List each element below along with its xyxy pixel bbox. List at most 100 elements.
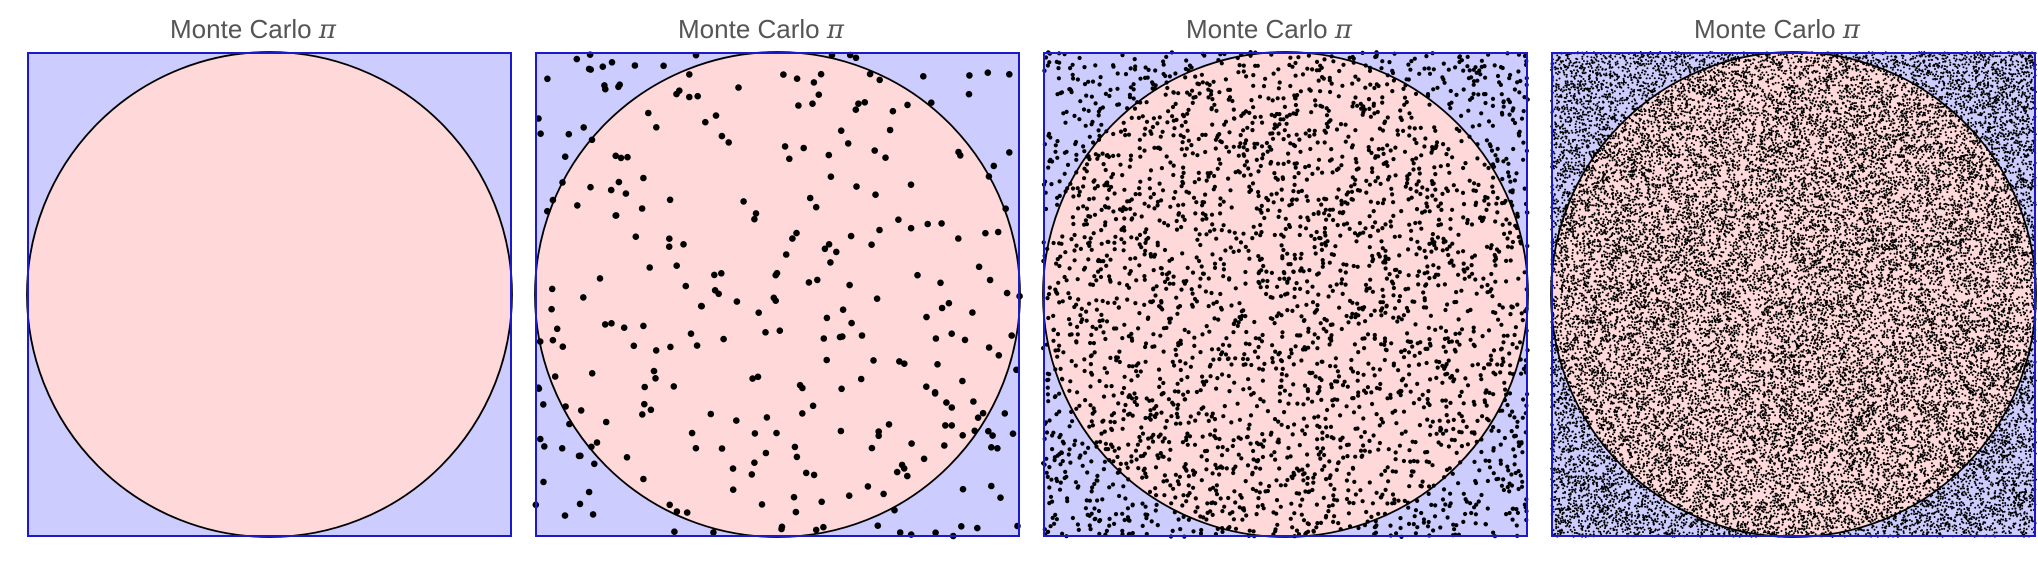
sample-point xyxy=(1834,442,1837,445)
sample-point xyxy=(1152,206,1157,211)
sample-point xyxy=(1515,424,1520,429)
sample-point xyxy=(1167,281,1172,286)
sample-point xyxy=(1058,462,1063,467)
sample-point xyxy=(1123,402,1128,408)
sample-point xyxy=(1692,72,1695,75)
sample-point xyxy=(1195,505,1200,510)
sample-point xyxy=(1337,305,1342,310)
sample-point xyxy=(1378,300,1383,305)
sample-point xyxy=(1173,189,1178,195)
sample-point xyxy=(1407,111,1412,116)
sample-point xyxy=(589,511,597,518)
sample-point xyxy=(1169,414,1174,419)
sample-point xyxy=(1325,407,1330,413)
sample-point xyxy=(1462,276,1467,281)
sample-point xyxy=(1668,127,1670,130)
sample-point xyxy=(1489,271,1494,277)
sample-point xyxy=(1312,236,1317,242)
sample-point xyxy=(1397,270,1402,275)
sample-point xyxy=(1298,286,1303,291)
sample-point xyxy=(1195,237,1200,242)
sample-point xyxy=(1775,354,1778,357)
sample-point xyxy=(1377,367,1382,372)
sample-point xyxy=(1265,278,1270,284)
sample-point xyxy=(666,235,673,242)
sample-point xyxy=(1423,255,1428,260)
sample-point xyxy=(1885,97,1888,100)
sample-point xyxy=(1474,70,1479,75)
sample-point xyxy=(1133,192,1138,197)
sample-point xyxy=(1200,132,1205,137)
sample-point xyxy=(1198,514,1203,519)
sample-point xyxy=(1127,92,1132,97)
sample-point xyxy=(1104,370,1110,375)
sample-point xyxy=(1421,520,1426,525)
sample-point xyxy=(1754,404,1757,407)
sample-point xyxy=(827,259,834,266)
sample-point xyxy=(1227,95,1233,100)
sample-point xyxy=(1364,178,1369,183)
sample-point xyxy=(1237,301,1242,306)
sample-point xyxy=(1298,215,1303,220)
sample-point xyxy=(1651,224,1654,227)
sample-point xyxy=(1137,263,1142,268)
sample-point xyxy=(1491,348,1497,353)
sample-point xyxy=(1885,93,1888,96)
sample-point xyxy=(1268,316,1273,321)
sample-point xyxy=(1437,418,1442,423)
sample-point xyxy=(1501,100,1506,105)
sample-point xyxy=(1149,435,1154,440)
chart-plot-3 xyxy=(1041,50,1530,539)
sample-point xyxy=(1143,359,1148,364)
sample-point xyxy=(1454,299,1459,305)
sample-point xyxy=(1244,138,1249,143)
sample-point xyxy=(1314,502,1319,507)
sample-point xyxy=(1446,67,1451,72)
sample-point xyxy=(1445,302,1450,307)
sample-point xyxy=(1084,309,1089,314)
sample-point xyxy=(1254,157,1259,162)
sample-point xyxy=(1848,156,1851,159)
sample-point xyxy=(1137,146,1142,151)
sample-point xyxy=(1142,252,1147,257)
sample-point xyxy=(1154,404,1159,409)
sample-point xyxy=(1498,370,1503,375)
sample-point xyxy=(1251,448,1256,454)
sample-point xyxy=(1926,339,1928,342)
sample-point xyxy=(934,361,941,368)
sample-point xyxy=(1763,116,1765,119)
sample-point xyxy=(1260,503,1265,508)
sample-point xyxy=(1150,299,1156,304)
sample-point xyxy=(1727,143,1730,145)
sample-point xyxy=(1354,239,1359,244)
sample-point xyxy=(1351,60,1356,65)
sample-point xyxy=(1166,397,1171,402)
sample-point xyxy=(1190,100,1195,105)
sample-point xyxy=(1389,341,1394,346)
sample-point xyxy=(1845,386,1848,389)
sample-point xyxy=(1130,531,1135,536)
sample-point xyxy=(792,508,800,516)
sample-point xyxy=(1082,82,1088,87)
sample-point xyxy=(1315,346,1320,351)
sample-point xyxy=(1334,195,1339,200)
sample-point xyxy=(1162,436,1167,441)
sample-point xyxy=(1457,128,1462,133)
sample-point xyxy=(889,107,897,115)
sample-point xyxy=(1152,145,1157,150)
sample-point xyxy=(1134,363,1139,368)
sample-point xyxy=(1420,479,1425,484)
sample-point xyxy=(1422,271,1427,276)
sample-point xyxy=(1054,261,1059,266)
sample-point xyxy=(1338,268,1343,273)
sample-point xyxy=(1461,267,1466,272)
sample-point xyxy=(735,84,742,91)
sample-point xyxy=(1368,199,1373,204)
sample-point xyxy=(1318,449,1323,454)
sample-point xyxy=(1380,146,1385,151)
sample-point xyxy=(1383,248,1388,253)
sample-point xyxy=(1419,153,1424,158)
sample-point xyxy=(1276,161,1281,166)
sample-point xyxy=(1367,263,1372,268)
